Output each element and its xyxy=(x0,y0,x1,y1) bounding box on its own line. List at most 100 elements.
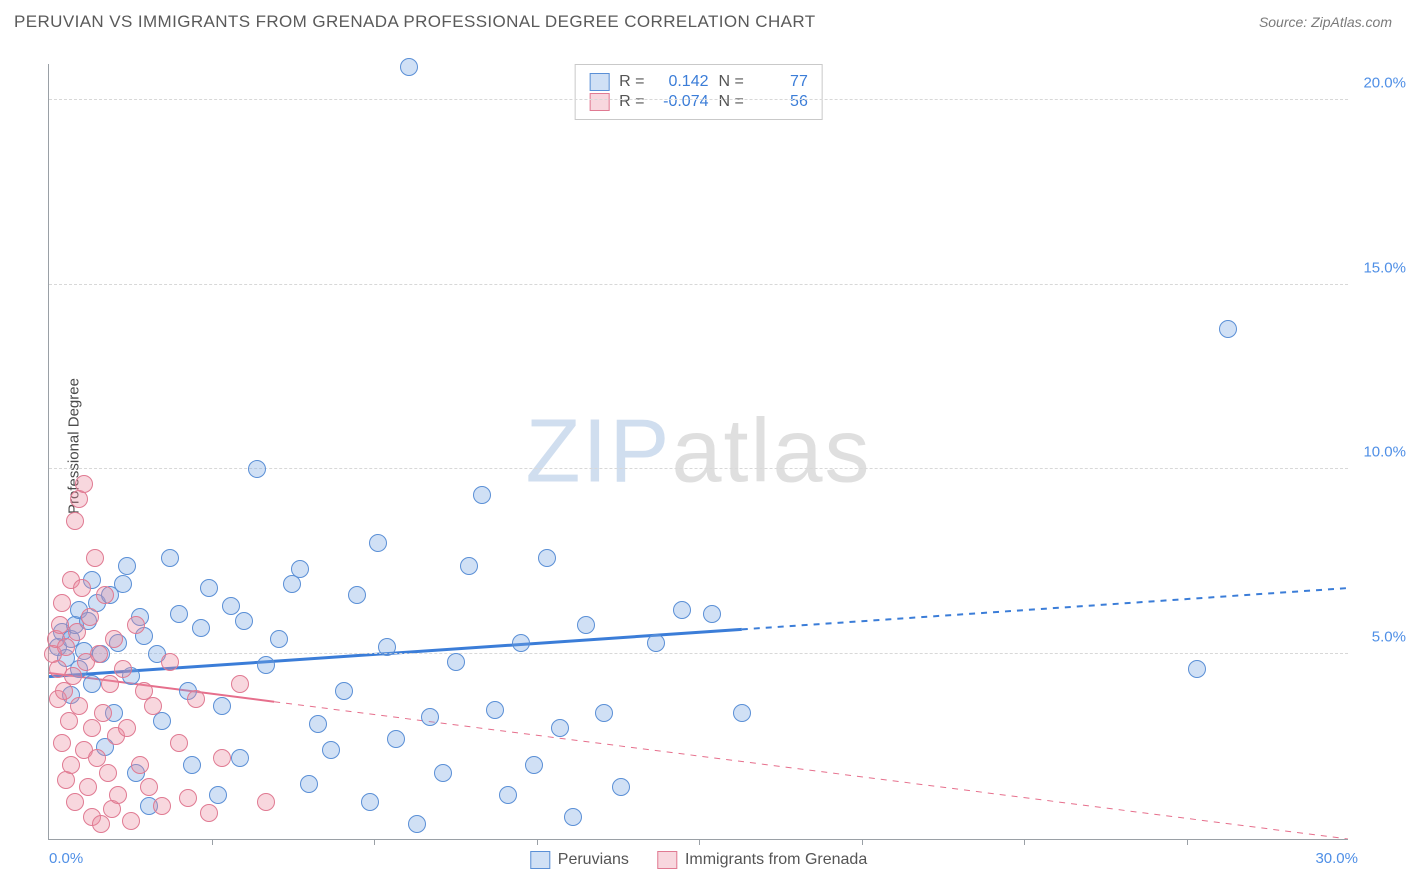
stats-r-value-grenada: -0.074 xyxy=(655,93,709,111)
data-point-grenada xyxy=(213,749,231,767)
y-tick-label: 5.0% xyxy=(1372,629,1406,646)
watermark-atlas: atlas xyxy=(671,401,871,501)
data-point-peruvians xyxy=(421,708,439,726)
legend-swatch-grenada xyxy=(657,851,677,869)
x-tick-mark xyxy=(699,839,700,845)
bottom-legend: Peruvians Immigrants from Grenada xyxy=(530,851,867,869)
data-point-peruvians xyxy=(192,619,210,637)
gridline xyxy=(49,653,1348,654)
data-point-grenada xyxy=(187,690,205,708)
data-point-peruvians xyxy=(309,715,327,733)
source-name: ZipAtlas.com xyxy=(1311,14,1392,30)
data-point-peruvians xyxy=(647,634,665,652)
data-point-peruvians xyxy=(335,682,353,700)
data-point-grenada xyxy=(101,675,119,693)
data-point-grenada xyxy=(257,793,275,811)
y-tick-label: 15.0% xyxy=(1363,259,1406,276)
data-point-peruvians xyxy=(499,786,517,804)
source-credit: Source: ZipAtlas.com xyxy=(1259,14,1392,30)
stats-n-value-peruvians: 77 xyxy=(754,73,808,91)
data-point-grenada xyxy=(114,660,132,678)
data-point-grenada xyxy=(122,812,140,830)
stats-r-label: R = xyxy=(619,93,644,111)
data-point-peruvians xyxy=(118,557,136,575)
data-point-peruvians xyxy=(213,697,231,715)
data-point-grenada xyxy=(127,616,145,634)
data-point-grenada xyxy=(161,653,179,671)
stats-swatch-peruvians xyxy=(589,73,609,91)
stats-n-label: N = xyxy=(719,93,744,111)
data-point-grenada xyxy=(75,475,93,493)
chart-plot-area: ZIPatlas R =0.142N =77R =-0.074N =56 Per… xyxy=(48,64,1348,840)
x-tick-mark xyxy=(1024,839,1025,845)
legend-swatch-peruvians xyxy=(530,851,550,869)
data-point-peruvians xyxy=(447,653,465,671)
data-point-peruvians xyxy=(378,638,396,656)
gridline xyxy=(49,468,1348,469)
data-point-peruvians xyxy=(209,786,227,804)
data-point-peruvians xyxy=(114,575,132,593)
data-point-grenada xyxy=(179,789,197,807)
data-point-peruvians xyxy=(512,634,530,652)
data-point-grenada xyxy=(231,675,249,693)
source-prefix: Source: xyxy=(1259,14,1311,30)
stats-box: R =0.142N =77R =-0.074N =56 xyxy=(574,64,823,120)
data-point-grenada xyxy=(64,667,82,685)
data-point-grenada xyxy=(118,719,136,737)
data-point-grenada xyxy=(92,815,110,833)
x-tick-mark xyxy=(537,839,538,845)
stats-r-label: R = xyxy=(619,73,644,91)
data-point-grenada xyxy=(68,623,86,641)
data-point-peruvians xyxy=(369,534,387,552)
data-point-grenada xyxy=(109,786,127,804)
stats-row-grenada: R =-0.074N =56 xyxy=(589,93,808,111)
data-point-grenada xyxy=(81,608,99,626)
data-point-peruvians xyxy=(460,557,478,575)
data-point-grenada xyxy=(60,712,78,730)
y-tick-label: 10.0% xyxy=(1363,444,1406,461)
data-point-grenada xyxy=(70,697,88,715)
data-point-peruvians xyxy=(300,775,318,793)
watermark: ZIPatlas xyxy=(525,400,871,503)
data-point-peruvians xyxy=(525,756,543,774)
stats-r-value-peruvians: 0.142 xyxy=(655,73,709,91)
x-origin-label: 0.0% xyxy=(49,850,83,867)
stats-n-label: N = xyxy=(719,73,744,91)
data-point-peruvians xyxy=(235,612,253,630)
data-point-peruvians xyxy=(248,460,266,478)
legend-item-peruvians: Peruvians xyxy=(530,851,629,869)
data-point-grenada xyxy=(105,630,123,648)
data-point-grenada xyxy=(144,697,162,715)
stats-swatch-grenada xyxy=(589,93,609,111)
legend-label-peruvians: Peruvians xyxy=(558,851,629,869)
data-point-peruvians xyxy=(291,560,309,578)
data-point-grenada xyxy=(131,756,149,774)
data-point-grenada xyxy=(170,734,188,752)
data-point-peruvians xyxy=(183,756,201,774)
data-point-peruvians xyxy=(83,675,101,693)
data-point-grenada xyxy=(96,586,114,604)
legend-label-grenada: Immigrants from Grenada xyxy=(685,851,867,869)
x-tick-mark xyxy=(212,839,213,845)
data-point-grenada xyxy=(94,704,112,722)
data-point-grenada xyxy=(53,734,71,752)
data-point-peruvians xyxy=(161,549,179,567)
x-tick-mark xyxy=(1187,839,1188,845)
data-point-peruvians xyxy=(270,630,288,648)
regression-lines xyxy=(49,64,1348,839)
data-point-peruvians xyxy=(551,719,569,737)
data-point-peruvians xyxy=(595,704,613,722)
data-point-peruvians xyxy=(673,601,691,619)
data-point-grenada xyxy=(73,579,91,597)
x-max-label: 30.0% xyxy=(1315,850,1358,867)
data-point-grenada xyxy=(90,645,108,663)
data-point-peruvians xyxy=(1219,320,1237,338)
data-point-peruvians xyxy=(361,793,379,811)
data-point-peruvians xyxy=(486,701,504,719)
gridline xyxy=(49,99,1348,100)
data-point-grenada xyxy=(66,512,84,530)
data-point-peruvians xyxy=(231,749,249,767)
x-tick-mark xyxy=(862,839,863,845)
data-point-peruvians xyxy=(200,579,218,597)
stats-row-peruvians: R = 0.142 N = 77 xyxy=(589,73,808,91)
